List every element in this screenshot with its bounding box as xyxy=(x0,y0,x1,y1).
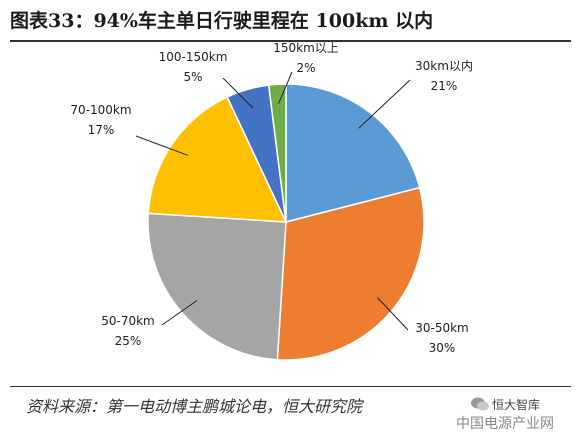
slice-value-label-70-100km: 17% xyxy=(88,123,115,137)
slice-value-label-50-70km: 25% xyxy=(115,334,142,348)
pie-slice-70-100km xyxy=(147,96,288,223)
leader-line-150km以上 xyxy=(278,71,293,104)
watermark-site: 中国电源产业网 xyxy=(456,416,554,432)
slice-label-150km以上: 150km以上 xyxy=(273,41,339,55)
watermark-brand: 恒大智库 xyxy=(492,398,541,412)
slice-value-label-150km以上: 2% xyxy=(296,61,315,75)
slice-label-50-70km: 50-70km xyxy=(101,314,155,328)
slice-label-100-150km: 100-150km xyxy=(159,50,228,64)
pie-slice-50-70km xyxy=(147,212,287,361)
leader-line-30-50km xyxy=(377,297,409,331)
slice-value-label-100-150km: 5% xyxy=(183,70,202,84)
source-note: 资料来源：第一电动博主鹏城论电，恒大研究院 xyxy=(26,397,363,416)
leader-line-30km以内 xyxy=(358,79,411,129)
leader-line-50-70km xyxy=(161,300,198,326)
slice-value-label-30-50km: 30% xyxy=(429,341,456,355)
title-divider xyxy=(10,40,571,42)
source-divider xyxy=(10,386,571,387)
leader-line-70-100km xyxy=(135,135,189,156)
pie-slice-150km以上 xyxy=(267,83,287,223)
pie-chart: 30km以内 21% 30-50km 30% 50-70km 25% 70-100km 17%… xyxy=(70,41,473,361)
chart-title: 图表33：94%车主单日行驶里程在 100km 以内 xyxy=(10,10,434,32)
pie-slice-30-50km xyxy=(276,186,425,361)
slice-label-30km以内: 30km以内 xyxy=(415,59,473,73)
slice-label-70-100km: 70-100km xyxy=(70,103,131,117)
slice-value-label-30km以内: 21% xyxy=(431,79,458,93)
leader-line-100-150km xyxy=(222,77,254,109)
slice-label-30-50km: 30-50km xyxy=(415,321,469,335)
pie-slice-30km以内 xyxy=(285,83,421,223)
wechat-icon xyxy=(471,397,489,411)
